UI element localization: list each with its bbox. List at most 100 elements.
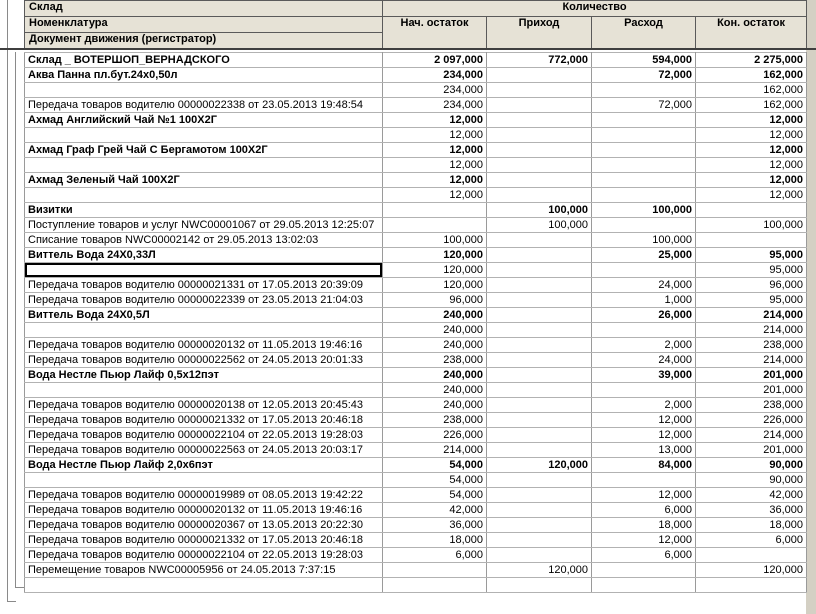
value-cell[interactable]: 12,000 [382, 142, 487, 158]
value-cell[interactable] [486, 247, 592, 263]
value-cell[interactable] [591, 472, 696, 488]
grouping-line-outer[interactable] [7, 0, 8, 601]
value-cell[interactable] [695, 232, 807, 248]
value-cell[interactable] [382, 217, 487, 233]
value-cell[interactable]: 12,000 [382, 112, 487, 128]
value-cell[interactable]: 120,000 [486, 457, 592, 473]
value-cell[interactable]: 100,000 [382, 232, 487, 248]
value-cell[interactable]: 162,000 [695, 67, 807, 83]
value-cell[interactable] [486, 157, 592, 173]
value-cell[interactable] [486, 472, 592, 488]
value-cell[interactable] [382, 577, 487, 593]
value-cell[interactable] [486, 307, 592, 323]
label-cell[interactable]: Аква Панна пл.бут.24х0,50л [24, 67, 383, 83]
value-cell[interactable] [695, 202, 807, 218]
selected-cell[interactable] [24, 262, 383, 278]
value-cell[interactable]: 12,000 [695, 127, 807, 143]
value-cell[interactable]: 90,000 [695, 472, 807, 488]
header-cell-registrar[interactable]: Документ движения (регистратор) [24, 32, 383, 49]
value-cell[interactable] [486, 502, 592, 518]
header-cell-nomenklatura[interactable]: Номенклатура [24, 16, 383, 33]
value-cell[interactable]: 240,000 [382, 367, 487, 383]
value-cell[interactable] [486, 577, 592, 593]
label-cell[interactable] [24, 187, 383, 203]
value-cell[interactable] [591, 127, 696, 143]
label-cell[interactable]: Визитки [24, 202, 383, 218]
label-cell[interactable]: Склад _ ВОТЕРШОП_ВЕРНАДСКОГО [24, 52, 383, 68]
value-cell[interactable]: 226,000 [695, 412, 807, 428]
value-cell[interactable]: 95,000 [695, 247, 807, 263]
value-cell[interactable] [486, 547, 592, 563]
value-cell[interactable]: 13,000 [591, 442, 696, 458]
value-cell[interactable]: 234,000 [382, 97, 487, 113]
header-cell-sklad[interactable]: Склад [24, 0, 383, 17]
value-cell[interactable]: 234,000 [382, 67, 487, 83]
value-cell[interactable] [486, 337, 592, 353]
value-cell[interactable] [486, 97, 592, 113]
value-cell[interactable]: 120,000 [382, 277, 487, 293]
label-cell[interactable]: Виттель Вода 24Х0,5Л [24, 307, 383, 323]
value-cell[interactable] [486, 532, 592, 548]
value-cell[interactable]: 214,000 [695, 307, 807, 323]
label-cell[interactable]: Поступление товаров и услуг NWC00001067 … [24, 217, 383, 233]
header-cell-ending-balance[interactable]: Кон. остаток [694, 16, 808, 49]
value-cell[interactable] [486, 172, 592, 188]
value-cell[interactable]: 120,000 [382, 247, 487, 263]
value-cell[interactable]: 54,000 [382, 487, 487, 503]
value-cell[interactable]: 12,000 [382, 127, 487, 143]
value-cell[interactable]: 84,000 [591, 457, 696, 473]
value-cell[interactable]: 240,000 [382, 397, 487, 413]
value-cell[interactable] [486, 67, 592, 83]
value-cell[interactable]: 12,000 [591, 532, 696, 548]
value-cell[interactable]: 240,000 [382, 337, 487, 353]
value-cell[interactable]: 24,000 [591, 352, 696, 368]
value-cell[interactable] [591, 172, 696, 188]
value-cell[interactable]: 226,000 [382, 427, 487, 443]
value-cell[interactable]: 240,000 [382, 322, 487, 338]
label-cell[interactable]: Ахмад Зеленый Чай 100Х2Г [24, 172, 383, 188]
value-cell[interactable]: 214,000 [382, 442, 487, 458]
value-cell[interactable] [695, 547, 807, 563]
header-cell-income[interactable]: Приход [486, 16, 592, 49]
value-cell[interactable]: 90,000 [695, 457, 807, 473]
value-cell[interactable]: 42,000 [695, 487, 807, 503]
value-cell[interactable]: 2 275,000 [695, 52, 807, 68]
value-cell[interactable] [591, 262, 696, 278]
value-cell[interactable] [591, 382, 696, 398]
label-cell[interactable]: Передача товаров водителю 00000022104 от… [24, 547, 383, 563]
value-cell[interactable]: 12,000 [382, 157, 487, 173]
label-cell[interactable] [24, 322, 383, 338]
value-cell[interactable]: 594,000 [591, 52, 696, 68]
label-cell[interactable]: Передача товаров водителю 00000022562 от… [24, 352, 383, 368]
value-cell[interactable] [486, 187, 592, 203]
value-cell[interactable]: 214,000 [695, 322, 807, 338]
value-cell[interactable]: 234,000 [382, 82, 487, 98]
value-cell[interactable]: 120,000 [382, 262, 487, 278]
label-cell[interactable] [24, 382, 383, 398]
value-cell[interactable] [591, 187, 696, 203]
value-cell[interactable] [486, 322, 592, 338]
value-cell[interactable]: 6,000 [591, 547, 696, 563]
value-cell[interactable]: 1,000 [591, 292, 696, 308]
value-cell[interactable]: 6,000 [695, 532, 807, 548]
value-cell[interactable]: 39,000 [591, 367, 696, 383]
value-cell[interactable]: 214,000 [695, 427, 807, 443]
value-cell[interactable]: 240,000 [382, 307, 487, 323]
value-cell[interactable]: 12,000 [591, 412, 696, 428]
header-cell-quantity[interactable]: Количество [381, 0, 808, 17]
value-cell[interactable]: 12,000 [382, 172, 487, 188]
value-cell[interactable] [486, 382, 592, 398]
value-cell[interactable]: 12,000 [591, 427, 696, 443]
value-cell[interactable]: 24,000 [591, 277, 696, 293]
value-cell[interactable]: 2,000 [591, 397, 696, 413]
label-cell[interactable]: Передача товаров водителю 00000020138 от… [24, 397, 383, 413]
value-cell[interactable]: 120,000 [486, 562, 592, 578]
label-cell[interactable]: Ахмад Граф Грей Чай С Бергамотом 100Х2Г [24, 142, 383, 158]
value-cell[interactable]: 6,000 [591, 502, 696, 518]
label-cell[interactable]: Перемещение товаров NWC00005956 от 24.05… [24, 562, 383, 578]
value-cell[interactable] [382, 202, 487, 218]
value-cell[interactable] [486, 82, 592, 98]
value-cell[interactable] [486, 427, 592, 443]
header-cell-expense[interactable]: Расход [591, 16, 696, 49]
value-cell[interactable]: 95,000 [695, 292, 807, 308]
